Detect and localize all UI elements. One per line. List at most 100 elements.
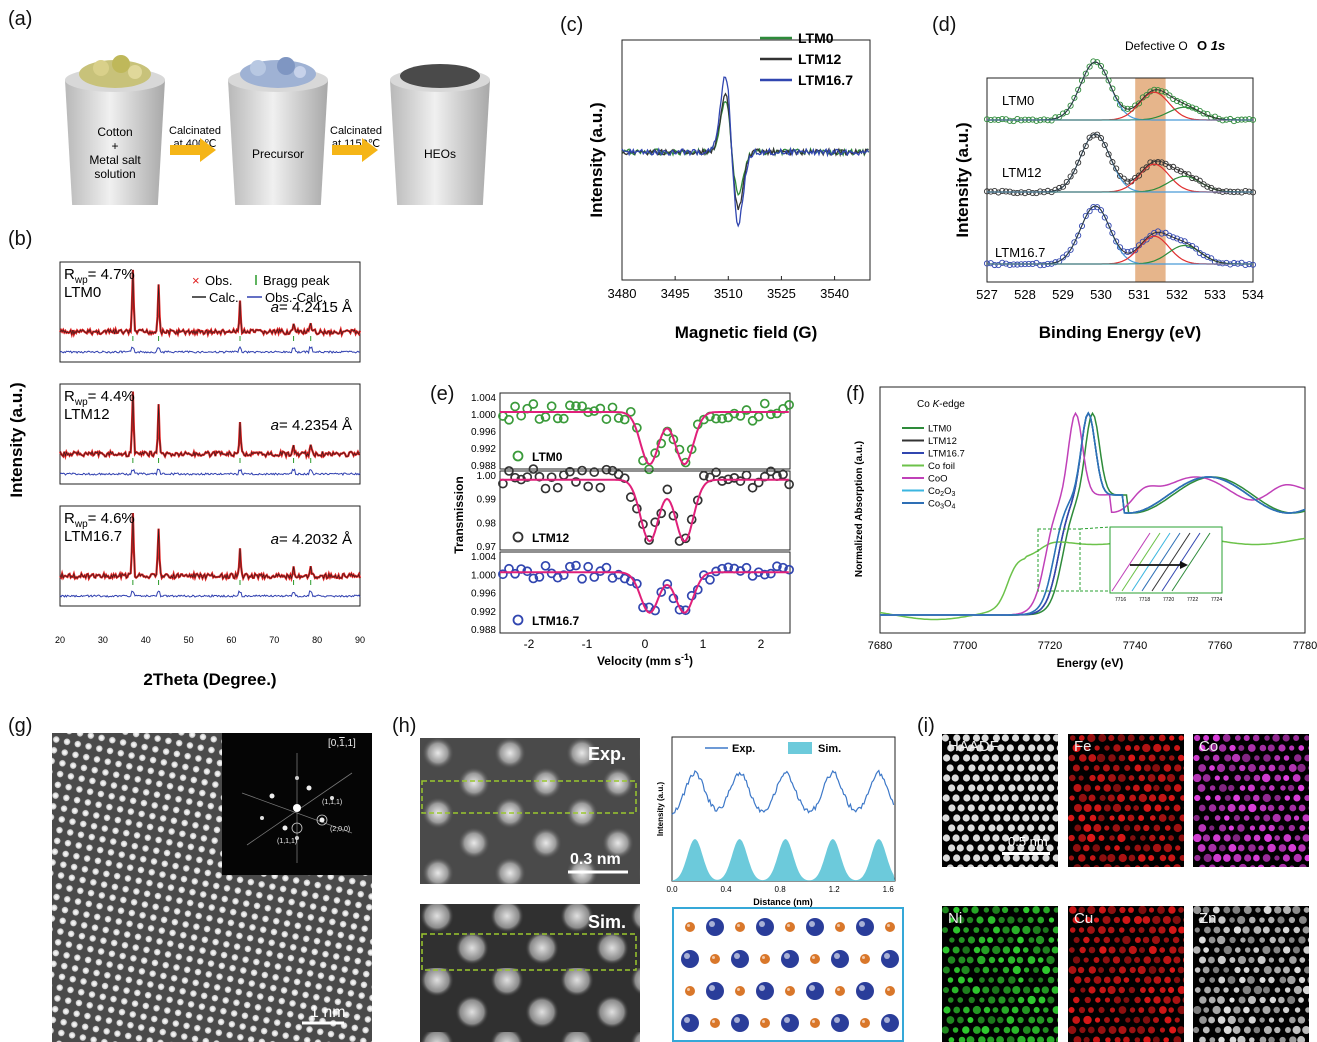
eds-pixel — [1073, 783, 1082, 793]
eds-pixel — [1218, 844, 1226, 852]
eds-pixel — [1283, 966, 1290, 974]
eds-pixel — [1299, 824, 1306, 832]
eds-pixel — [972, 794, 980, 802]
eds-pixel — [1218, 976, 1226, 984]
eds-pixel — [1011, 794, 1019, 802]
d-data-point — [1075, 159, 1082, 166]
crystal-atom-oxygen — [885, 986, 895, 996]
eds-pixel — [1293, 815, 1300, 821]
crystal-atom-oxygen — [735, 986, 745, 996]
eds-pixel — [1147, 774, 1156, 782]
eds-pixel — [958, 1036, 966, 1042]
b-xtick: 90 — [355, 635, 365, 645]
eds-pixel — [1223, 967, 1230, 973]
f-legend-LTM16.7: LTM16.7 — [928, 449, 965, 460]
eds-pixel — [946, 864, 954, 867]
d-data-point — [1071, 94, 1078, 101]
eds-pixel — [1287, 975, 1296, 985]
eds-pixel — [1248, 1016, 1256, 1024]
eds-pixel — [1084, 996, 1091, 1004]
panel-label-g: (g) — [8, 715, 33, 737]
eds-pixel — [1133, 1016, 1141, 1024]
e-data-point — [766, 466, 776, 477]
eds-pixel — [1177, 1005, 1184, 1015]
e-data-point — [510, 568, 520, 579]
eds-pixel — [1112, 824, 1121, 832]
eds-pixel — [1113, 996, 1121, 1004]
eds-pixel — [1047, 784, 1055, 792]
d-data-point — [1162, 89, 1169, 96]
d-data-point — [1204, 253, 1211, 260]
eds-pixel — [1229, 917, 1235, 923]
eds-pixel — [1142, 1016, 1151, 1024]
eds-pixel — [1202, 906, 1210, 914]
eds-pixel — [1077, 966, 1085, 974]
panel-h-crystal-model — [672, 907, 904, 1042]
b-xtick: 60 — [226, 635, 236, 645]
eds-pixel — [993, 794, 1001, 802]
eds-pixel — [1253, 774, 1261, 782]
f-xtick: 7780 — [1293, 640, 1317, 652]
e-data-point — [717, 476, 727, 486]
eds-pixel — [1128, 754, 1136, 762]
eds-pixel — [1243, 1026, 1251, 1034]
eds-pixel — [942, 946, 950, 954]
eds-pixel — [1268, 824, 1275, 832]
eds-pixel — [1247, 764, 1256, 772]
eds-pixel — [1113, 784, 1121, 792]
eds-pixel — [1208, 1016, 1216, 1024]
f-inset-line — [1131, 532, 1171, 592]
eds-pixel — [1213, 834, 1221, 842]
eds-pixel — [942, 854, 951, 862]
d-data-point — [1101, 214, 1108, 221]
eds-pixel — [949, 937, 955, 943]
eds-pixel — [987, 1016, 996, 1024]
eds-pixel — [1308, 997, 1309, 1003]
eds-pixel — [981, 854, 990, 862]
eds-pixel — [1172, 915, 1181, 925]
eds-pixel — [1143, 956, 1152, 964]
eds-pixel — [1007, 824, 1015, 832]
eds-pixel — [1149, 815, 1156, 821]
eds-pixel — [1032, 906, 1040, 914]
eds-pixel — [1003, 986, 1011, 994]
eds-pixel — [1053, 834, 1058, 842]
eds-pixel — [958, 936, 965, 944]
eds-pixel — [1128, 986, 1136, 994]
e-data-point — [540, 560, 551, 571]
eds-pixel — [957, 916, 965, 924]
eds-pixel — [1209, 765, 1215, 771]
crystal-atom-highlight — [687, 924, 690, 927]
d-title: O 1s — [1197, 38, 1225, 53]
eds-pixel — [953, 1006, 961, 1014]
eds-pixel — [977, 844, 985, 852]
crystal-atom-highlight — [837, 988, 840, 991]
crystal-atom-highlight — [684, 953, 690, 959]
eds-pixel — [1007, 916, 1015, 924]
eds-pixel — [1293, 985, 1302, 995]
eds-pixel — [1143, 804, 1152, 812]
eds-pixel — [1123, 956, 1132, 964]
eds-map-label: Zn — [1199, 910, 1217, 927]
eds-map-dots — [1068, 906, 1184, 1042]
eds-pixel — [1072, 1016, 1081, 1024]
eds-map-ni: Ni — [942, 906, 1058, 1042]
eds-pixel — [1294, 1007, 1301, 1013]
eds-pixel — [1127, 734, 1135, 742]
eds-pixel — [1083, 1036, 1090, 1042]
eds-pixel — [997, 784, 1006, 792]
eds-pixel — [1203, 755, 1210, 761]
eds-pixel — [1238, 804, 1246, 812]
eds-pixel — [1152, 1016, 1160, 1024]
eds-pixel — [1079, 754, 1087, 762]
d-data-point — [1014, 190, 1021, 197]
eds-pixel — [1113, 764, 1120, 772]
eds-pixel — [1128, 907, 1134, 913]
eds-pixel — [1209, 917, 1215, 923]
crystal-atom-highlight — [734, 1017, 740, 1023]
eds-pixel — [1104, 745, 1110, 751]
eds-pixel — [1304, 795, 1309, 801]
eds-pixel — [1012, 965, 1021, 975]
eds-pixel — [1149, 735, 1155, 741]
eds-pixel — [1036, 1016, 1045, 1024]
